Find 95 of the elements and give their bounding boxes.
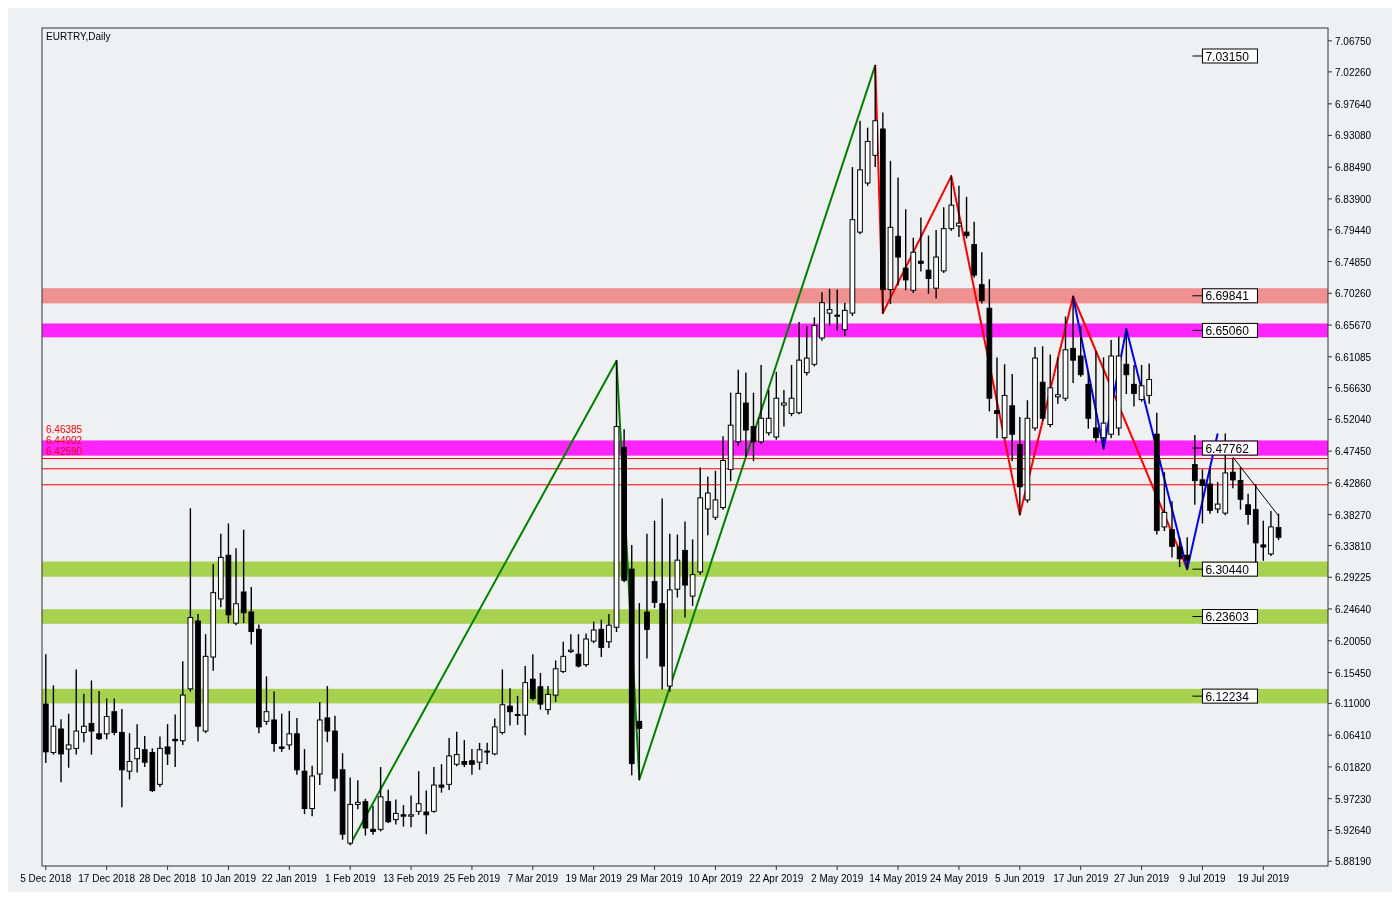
candlestick: [895, 177, 901, 286]
band-label: 6.23603: [1205, 610, 1250, 625]
y-tick-label: 6.24640: [1335, 603, 1372, 615]
y-tick-label: 6.97640: [1335, 98, 1372, 110]
y-tick-label: 6.65670: [1335, 320, 1372, 332]
x-tick-label: 5 Dec 2018: [20, 873, 72, 884]
candlestick: [1131, 364, 1137, 407]
candlestick: [286, 710, 293, 750]
x-tick-label: 9 Jul 2019: [1179, 873, 1226, 884]
x-tick-label: 22 Apr 2019: [749, 873, 804, 884]
candlestick: [826, 288, 833, 326]
x-tick-label: 2 May 2019: [811, 873, 864, 884]
candlestick: [96, 690, 102, 741]
x-tick-label: 24 May 2019: [930, 873, 989, 884]
y-tick-label: 6.70260: [1335, 288, 1372, 300]
x-tick-label: 14 May 2019: [869, 873, 928, 884]
candlestick: [164, 724, 171, 765]
candlestick: [1260, 520, 1267, 561]
y-tick-label: 6.06410: [1335, 730, 1372, 742]
y-tick-label: 6.52040: [1335, 414, 1372, 426]
candlestick: [408, 795, 414, 828]
y-tick-label: 6.11000: [1335, 698, 1371, 710]
candlestick: [134, 724, 140, 773]
y-tick-label: 6.79440: [1335, 224, 1372, 236]
y-tick-label: 6.83900: [1335, 193, 1372, 205]
candlestick: [469, 749, 475, 775]
candlestick: [644, 533, 650, 659]
candlestick: [689, 539, 696, 606]
candlestick: [781, 389, 787, 427]
x-tick-label: 19 Jul 2019: [1237, 873, 1290, 884]
candlestick: [651, 520, 658, 608]
candlestick: [834, 289, 841, 331]
band-label: 6.12234: [1205, 689, 1250, 704]
candlestick: [271, 691, 277, 752]
y-tick-label: 6.01820: [1335, 761, 1372, 773]
x-tick-label: 22 Jan 2019: [261, 873, 318, 884]
candlestick: [568, 634, 574, 653]
y-tick-label: 6.20050: [1335, 635, 1372, 647]
x-tick-label: 10 Apr 2019: [688, 873, 743, 884]
x-tick-label: 29 Mar 2019: [626, 873, 684, 884]
y-tick-label: 5.88190: [1335, 856, 1372, 868]
annotation: 7.03150: [1205, 49, 1250, 64]
y-tick-label: 6.15450: [1335, 667, 1372, 679]
candlestick: [1070, 295, 1076, 383]
candlestick: [370, 805, 376, 835]
y-tick-label: 6.38270: [1335, 509, 1372, 521]
candlestick: [575, 634, 582, 668]
candlestick: [278, 713, 285, 752]
y-tick-label: 6.93080: [1335, 130, 1372, 142]
candlestick: [1245, 493, 1251, 525]
candlestick: [918, 217, 924, 272]
candlestick: [758, 364, 764, 444]
x-tick-label: 28 Dec 2018: [139, 873, 197, 884]
band-label: 6.47762: [1205, 441, 1250, 456]
x-tick-label: 17 Dec 2018: [78, 873, 136, 884]
ref-line-label: 6.42590: [46, 445, 83, 457]
candlestick: [172, 714, 179, 768]
y-tick-label: 6.74850: [1335, 256, 1372, 268]
y-tick-label: 6.29225: [1335, 572, 1372, 584]
candlestick: [507, 688, 513, 726]
x-tick-label: 27 Jun 2019: [1114, 873, 1170, 884]
ref-line-label: 6.44902: [46, 434, 83, 446]
candlestick: [545, 686, 551, 715]
x-tick-label: 17 Jun 2019: [1053, 873, 1109, 884]
candlestick: [606, 614, 612, 649]
candlestick: [963, 196, 970, 239]
candlestick: [1169, 501, 1175, 558]
x-tick-label: 25 Feb 2019: [443, 873, 501, 884]
x-tick-label: 7 Mar 2019: [507, 873, 559, 884]
y-tick-label: 7.02260: [1335, 66, 1372, 78]
candlestick: [1093, 351, 1099, 443]
y-tick-label: 6.56630: [1335, 382, 1372, 394]
x-tick-label: 1 Feb 2019: [324, 873, 376, 884]
candlestick: [994, 357, 1000, 439]
ref-line-label: 6.46385: [46, 423, 83, 435]
band-label: 6.69841: [1205, 289, 1250, 304]
x-tick-label: 5 Jun 2019: [995, 873, 1045, 884]
candlestick: [978, 252, 985, 304]
y-tick-label: 5.92640: [1335, 825, 1372, 837]
x-tick-label: 10 Jan 2019: [200, 873, 257, 884]
band-label: 6.65060: [1205, 323, 1250, 338]
candlestick: [1077, 326, 1084, 377]
y-tick-label: 6.33810: [1335, 540, 1372, 552]
y-tick-label: 7.06750: [1335, 35, 1372, 47]
candlestick: [233, 548, 239, 626]
candlestick: [956, 185, 962, 237]
y-tick-label: 5.97230: [1335, 793, 1372, 805]
x-tick-label: 19 Mar 2019: [565, 873, 623, 884]
y-tick-label: 6.61085: [1335, 351, 1372, 363]
y-tick-label: 6.42860: [1335, 477, 1372, 489]
y-tick-label: 6.47450: [1335, 446, 1372, 458]
band-label: 6.30440: [1205, 562, 1250, 577]
x-tick-label: 13 Feb 2019: [382, 873, 440, 884]
chart-title: EURTRY,Daily: [46, 31, 111, 42]
y-tick-label: 6.88490: [1335, 162, 1372, 174]
